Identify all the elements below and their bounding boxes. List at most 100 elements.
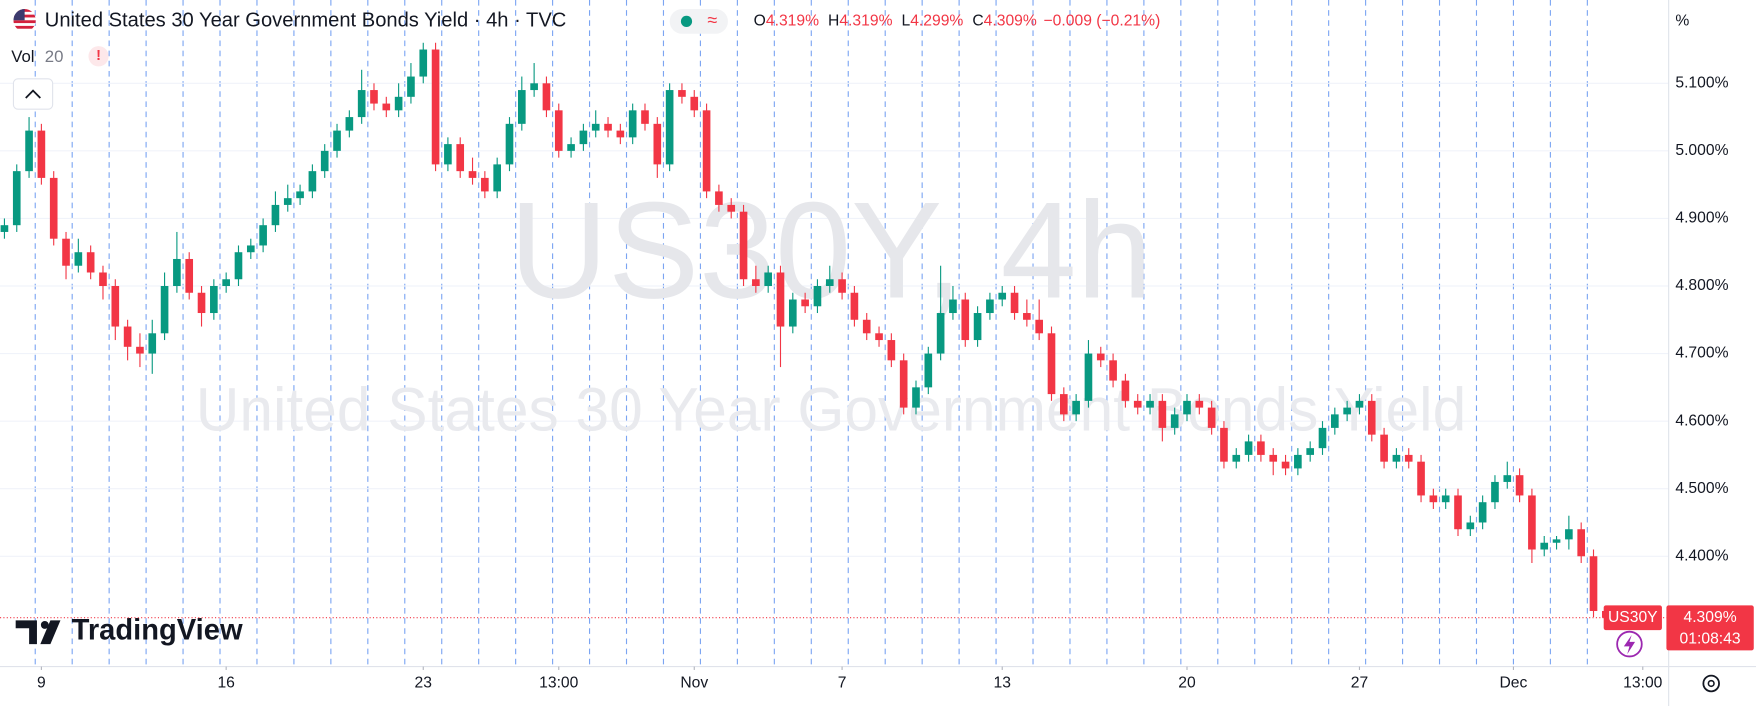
candle-body — [1318, 427, 1327, 449]
candle-body — [788, 299, 797, 327]
candle-body — [1010, 292, 1019, 314]
symbol-title[interactable]: United States 30 Year Government Bonds Y… — [45, 10, 567, 32]
volume-warning: ! — [96, 48, 101, 64]
candle-body — [554, 110, 563, 151]
candle-body — [271, 204, 280, 226]
candle-body — [1491, 481, 1499, 503]
candle-body — [1059, 394, 1068, 415]
candle-body — [998, 292, 1007, 300]
candle-body — [1503, 475, 1512, 482]
candle-body — [1158, 400, 1167, 428]
price-tag-value: 4.309% — [1684, 609, 1737, 626]
axis-unit[interactable]: % — [1675, 13, 1689, 30]
candle-body — [407, 76, 415, 97]
tradingview-logo[interactable] — [15, 620, 61, 645]
candle-body — [690, 96, 699, 111]
candle-body — [1552, 539, 1561, 543]
candle-body — [160, 286, 169, 334]
candle-body — [702, 110, 711, 192]
candle-body — [665, 90, 674, 165]
candle-body — [431, 49, 440, 165]
candle-body — [567, 144, 575, 151]
collapse-legend-button[interactable] — [12, 78, 54, 110]
candle-body — [517, 90, 526, 124]
candle-body — [1577, 529, 1586, 557]
candle-body — [1355, 400, 1364, 408]
candle-body — [1183, 400, 1191, 415]
candle-body — [727, 204, 736, 212]
candle-body — [752, 279, 760, 286]
candle-body — [1540, 542, 1549, 550]
candle-body — [320, 150, 329, 172]
candle-body — [456, 144, 465, 172]
plot-layer — [0, 42, 1610, 625]
candle-body — [1515, 475, 1524, 496]
candle-body — [197, 292, 206, 314]
candle-body — [1207, 407, 1216, 428]
candle-body — [1023, 313, 1031, 320]
candle-body — [1170, 414, 1179, 428]
candle-body — [1306, 448, 1315, 455]
candle-body — [99, 272, 107, 286]
candle-body — [813, 286, 822, 307]
volume-warning-badge[interactable] — [88, 46, 109, 67]
candle-body — [542, 83, 551, 111]
ohlc-key: O — [754, 13, 766, 30]
candle-body — [628, 110, 637, 138]
background-layer — [0, 0, 1669, 667]
candle-body — [1220, 427, 1228, 462]
y-tick-label: 4.500% — [1675, 480, 1728, 497]
candle-body — [1565, 529, 1573, 540]
candle-body — [493, 164, 501, 192]
candle-body — [1466, 522, 1475, 530]
overlay-layer: US30Y 4.309% 01:08:43 — [0, 605, 1754, 651]
candle-body — [739, 211, 748, 280]
candle-body — [1146, 400, 1154, 408]
candle-body — [357, 90, 366, 118]
x-tick-label: Nov — [680, 675, 708, 692]
candle-body — [25, 130, 33, 172]
candle-body — [1244, 441, 1253, 455]
candle-body — [382, 103, 391, 111]
candle-body — [1331, 414, 1339, 428]
candle-body — [345, 117, 354, 131]
candle-body — [862, 319, 871, 334]
candle-body — [1035, 319, 1043, 334]
candle-body — [468, 171, 477, 178]
candle-body — [530, 83, 538, 91]
candle-body — [296, 191, 304, 199]
settings-button[interactable] — [1702, 674, 1720, 693]
candle-body — [136, 346, 144, 354]
price-tag — [1666, 605, 1754, 651]
candle-body — [641, 110, 649, 124]
candle-body — [173, 258, 181, 286]
volume-label[interactable]: Vol — [11, 47, 34, 66]
candle-body — [222, 279, 230, 286]
candle-body — [1478, 502, 1487, 523]
candle-body — [210, 286, 218, 314]
y-tick-label: 4.800% — [1675, 277, 1728, 294]
candle-body — [949, 299, 957, 314]
symbol-tag-text: US30Y — [1608, 609, 1658, 626]
y-tick-label: 4.700% — [1675, 345, 1728, 362]
candle-body — [1269, 454, 1278, 462]
candle-body — [370, 90, 378, 104]
x-tick-label: 9 — [37, 675, 46, 692]
candle-body — [1084, 353, 1093, 401]
change-value: −0.009 (−0.21%) — [1044, 13, 1161, 30]
x-tick-label: 13:00 — [539, 675, 578, 692]
candle-body — [283, 198, 292, 205]
candle-body — [1392, 454, 1401, 462]
status-pill[interactable] — [669, 9, 728, 34]
ohlc-key: C — [972, 13, 983, 30]
candle-body — [604, 123, 612, 131]
candle-body — [986, 299, 994, 314]
x-tick-label: 13:00 — [1623, 675, 1662, 692]
candle-body — [1404, 454, 1413, 462]
candle-body — [505, 123, 514, 165]
candle-body — [1195, 400, 1204, 408]
x-tick-label: 23 — [415, 675, 433, 692]
candle-body — [234, 252, 243, 280]
candle-body — [1257, 441, 1265, 455]
